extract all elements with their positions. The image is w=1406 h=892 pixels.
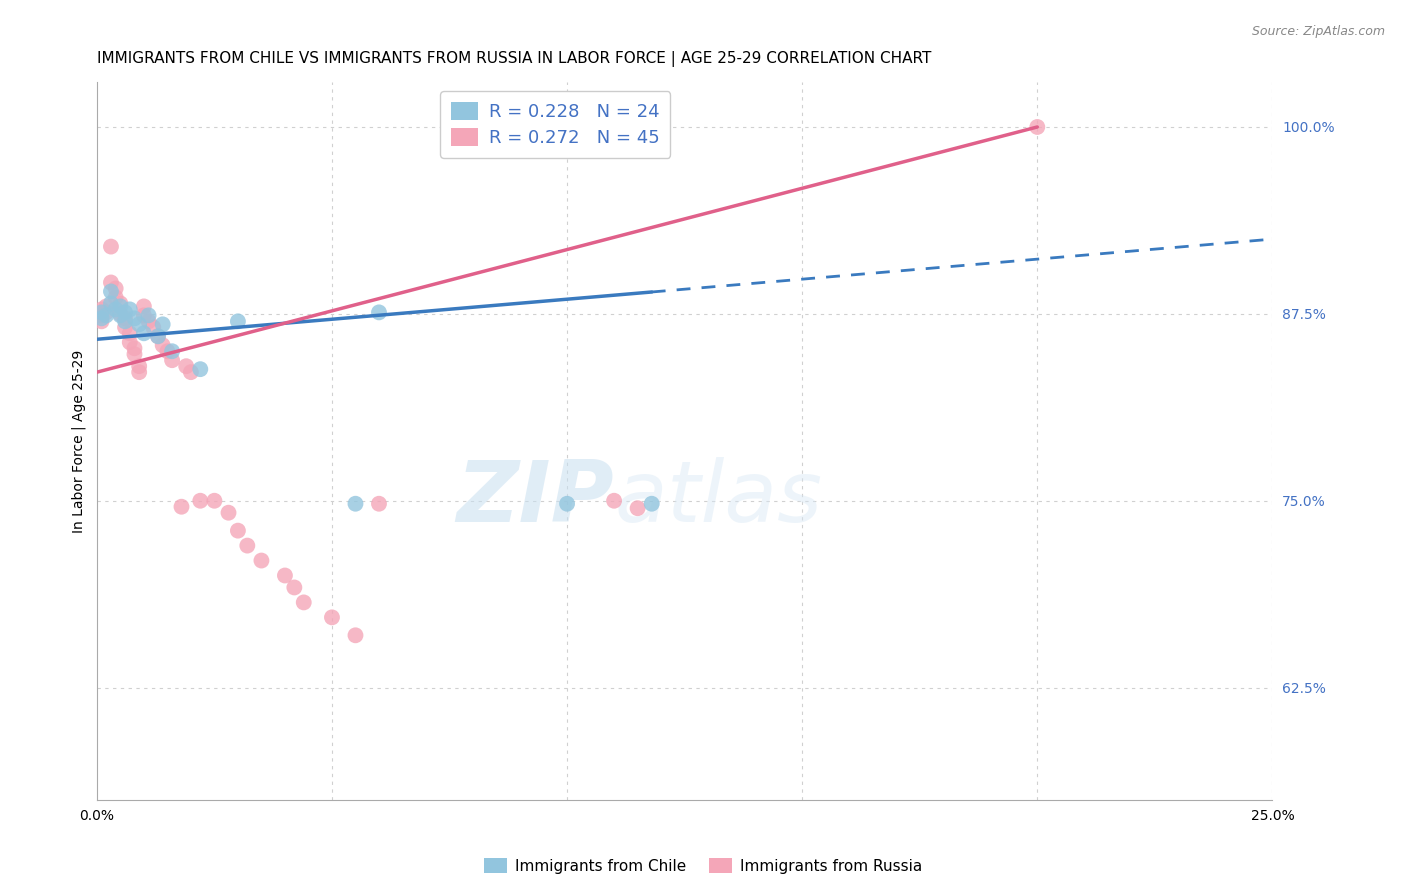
Point <box>160 353 183 368</box>
Point <box>90 311 112 326</box>
Point <box>138 314 160 328</box>
Point <box>152 318 174 332</box>
Point <box>90 305 112 319</box>
Point <box>124 311 146 326</box>
Legend: Immigrants from Chile, Immigrants from Russia: Immigrants from Chile, Immigrants from R… <box>478 852 928 880</box>
Point <box>128 359 150 374</box>
Point <box>110 299 132 313</box>
Point <box>555 497 578 511</box>
Point <box>368 497 391 511</box>
Point <box>142 320 165 334</box>
Point <box>110 307 132 321</box>
Point <box>114 314 136 328</box>
Point <box>180 365 202 379</box>
Point <box>100 285 122 299</box>
Point <box>174 359 197 374</box>
Point <box>250 553 273 567</box>
Point <box>114 320 136 334</box>
Point <box>156 344 179 359</box>
Point <box>132 326 155 341</box>
Point <box>283 581 305 595</box>
Point <box>104 281 127 295</box>
Point <box>90 309 112 323</box>
Point <box>110 309 132 323</box>
Point <box>114 311 136 326</box>
Point <box>274 568 297 582</box>
Point <box>226 524 249 538</box>
Point <box>641 497 664 511</box>
Point <box>118 302 141 317</box>
Point <box>100 276 122 290</box>
Point <box>100 296 122 310</box>
Point <box>118 326 141 341</box>
Point <box>160 344 183 359</box>
Point <box>188 362 211 376</box>
Point <box>236 539 259 553</box>
Point <box>104 290 127 304</box>
Point <box>368 305 391 319</box>
Point <box>128 318 150 332</box>
Text: ZIP: ZIP <box>457 457 614 540</box>
Point <box>118 335 141 350</box>
Point <box>132 309 155 323</box>
Point <box>124 347 146 361</box>
Point <box>100 239 122 253</box>
Point <box>226 314 249 328</box>
Point <box>128 365 150 379</box>
Point <box>146 329 169 343</box>
Point <box>603 493 626 508</box>
Legend: R = 0.228   N = 24, R = 0.272   N = 45: R = 0.228 N = 24, R = 0.272 N = 45 <box>440 91 671 158</box>
Point <box>152 338 174 352</box>
Point <box>188 493 211 508</box>
Point <box>626 501 648 516</box>
Point <box>90 302 112 317</box>
Point <box>1026 120 1049 134</box>
Point <box>146 329 169 343</box>
Point <box>96 299 118 313</box>
Point <box>344 497 367 511</box>
Text: IMMIGRANTS FROM CHILE VS IMMIGRANTS FROM RUSSIA IN LABOR FORCE | AGE 25-29 CORRE: IMMIGRANTS FROM CHILE VS IMMIGRANTS FROM… <box>97 51 931 67</box>
Point <box>138 309 160 323</box>
Point <box>132 299 155 313</box>
Text: Source: ZipAtlas.com: Source: ZipAtlas.com <box>1251 25 1385 38</box>
Point <box>96 309 118 323</box>
Point <box>114 305 136 319</box>
Point <box>170 500 193 514</box>
Point <box>292 595 315 609</box>
Point <box>124 341 146 355</box>
Point <box>218 506 240 520</box>
Point <box>344 628 367 642</box>
Y-axis label: In Labor Force | Age 25-29: In Labor Force | Age 25-29 <box>72 350 86 533</box>
Point <box>90 314 112 328</box>
Point <box>321 610 343 624</box>
Point <box>96 305 118 319</box>
Point <box>104 302 127 317</box>
Point <box>202 493 225 508</box>
Text: atlas: atlas <box>614 457 823 540</box>
Point <box>110 296 132 310</box>
